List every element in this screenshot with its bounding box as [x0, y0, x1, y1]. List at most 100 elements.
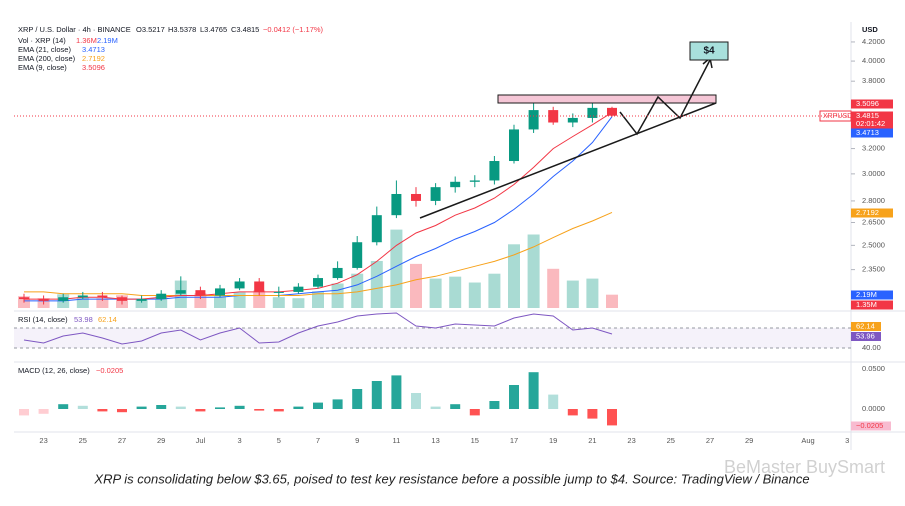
- volume-bar: [312, 291, 324, 308]
- macd-bar: [391, 375, 402, 409]
- macd-bar: [19, 409, 29, 416]
- projection-path: [619, 59, 711, 136]
- price-badge: [851, 99, 893, 109]
- volume-bar: [410, 263, 422, 308]
- ohlc-change: −0.0412 (−1.17%): [263, 25, 324, 34]
- price-badge-label: 3.4815: [856, 111, 879, 120]
- volume-bar: [370, 260, 383, 308]
- currency: USD: [862, 25, 878, 34]
- rsi-badge: [851, 332, 881, 341]
- y-tick-label: 2.5000: [862, 240, 885, 249]
- rsi-badge: [851, 322, 881, 331]
- x-tick-label: Jul: [196, 436, 206, 445]
- volume-bar: [233, 292, 246, 308]
- candle-body: [567, 117, 578, 123]
- volume-bar: [155, 296, 168, 308]
- y-tick-label: 2.3500: [862, 265, 885, 274]
- candle-body: [175, 290, 186, 294]
- volume-bar: [96, 298, 109, 308]
- candle-body: [391, 193, 402, 216]
- ema-line: [24, 211, 613, 296]
- header: XRP / U.S. Dollar · 4h · BINANCE O3.5217…: [18, 25, 324, 72]
- candle-body: [469, 180, 480, 182]
- legend-name: EMA (21, close): [18, 45, 71, 54]
- legend-value: 2.7192: [82, 54, 105, 63]
- ohlc-open: O3.5217: [136, 25, 165, 34]
- y-tick-label: 3.2000: [862, 144, 885, 153]
- candle-body: [195, 290, 206, 296]
- volume-bar: [272, 297, 285, 308]
- y-tick-label: 4.0000: [862, 56, 885, 65]
- macd-bar: [352, 389, 363, 409]
- x-tick-label: 19: [549, 436, 557, 445]
- rsi-value: 62.14: [98, 315, 117, 324]
- candle-body: [19, 297, 29, 300]
- candle-body: [489, 161, 500, 181]
- macd-bar: [97, 409, 108, 412]
- price-badge-label: 02:01:42: [856, 119, 885, 128]
- macd-badge: [851, 421, 891, 431]
- y-tick-label: 2.8000: [862, 196, 885, 205]
- x-tick-label: 25: [667, 436, 675, 445]
- macd-bar: [215, 407, 225, 409]
- symbol: XRP / U.S. Dollar · 4h · BINANCE: [18, 25, 131, 34]
- y-tick-label: 4.2000: [862, 37, 885, 46]
- macd-bar: [607, 409, 617, 426]
- caption: XRP is consolidating below $3.65, poised…: [93, 471, 809, 486]
- candle-body: [97, 295, 108, 298]
- macd-bar: [411, 393, 421, 409]
- candle-body: [58, 297, 69, 301]
- macd-value: −0.0205: [96, 366, 123, 375]
- candle-body: [352, 242, 363, 268]
- macd-name: MACD (12, 26, close): [18, 366, 90, 375]
- rsi-band: [14, 328, 851, 348]
- volume-bar: [527, 234, 540, 308]
- candle-body: [234, 281, 245, 289]
- volume-bar: [351, 273, 364, 308]
- x-tick-label: 5: [277, 436, 281, 445]
- candle-body: [313, 278, 323, 287]
- macd-bar: [469, 409, 480, 416]
- macd-bar: [273, 409, 284, 412]
- candle-body: [450, 181, 461, 188]
- price-badge: [851, 300, 893, 310]
- rsi-value: 53.98: [74, 315, 93, 324]
- macd-bar: [195, 409, 206, 412]
- y-tick-label: 0.0000: [862, 404, 885, 413]
- x-tick-label: 23: [627, 436, 635, 445]
- y-tick-label: 3.8000: [862, 76, 885, 85]
- macd-bar: [117, 409, 127, 413]
- price-badge-label: 2.7192: [856, 208, 879, 217]
- volume-bar: [214, 296, 226, 308]
- candle-body: [607, 107, 617, 116]
- x-tick-label: 9: [355, 436, 359, 445]
- macd-bar: [313, 402, 323, 409]
- candle-body: [509, 129, 519, 162]
- candle-body: [548, 110, 559, 123]
- watermark: BeMaster BuySmart: [724, 457, 885, 477]
- legend-value: 2.19M: [97, 36, 118, 45]
- candle-body: [215, 288, 225, 296]
- x-tick-label: 29: [745, 436, 753, 445]
- macd-bar: [548, 394, 559, 409]
- macd-bar: [293, 406, 304, 409]
- legend-value: 3.5096: [82, 63, 105, 72]
- x-tick-label: 13: [431, 436, 439, 445]
- target-label: $4: [703, 46, 715, 57]
- volume-bar: [429, 278, 442, 308]
- volume-bar: [488, 273, 501, 308]
- y-tick-label: 2.6500: [862, 217, 885, 226]
- candle-body: [273, 291, 284, 293]
- price-badge-label: 3.5096: [856, 99, 879, 108]
- x-tick-label: 11: [393, 436, 401, 445]
- macd-bar: [509, 385, 519, 409]
- ohlc-close: C3.4815: [231, 25, 259, 34]
- volume-bar: [292, 298, 305, 308]
- candle-body: [587, 107, 598, 118]
- macd-bar: [430, 406, 441, 409]
- macd-bar: [567, 409, 578, 416]
- x-tick-label: 17: [510, 436, 518, 445]
- volume-bar: [135, 299, 148, 308]
